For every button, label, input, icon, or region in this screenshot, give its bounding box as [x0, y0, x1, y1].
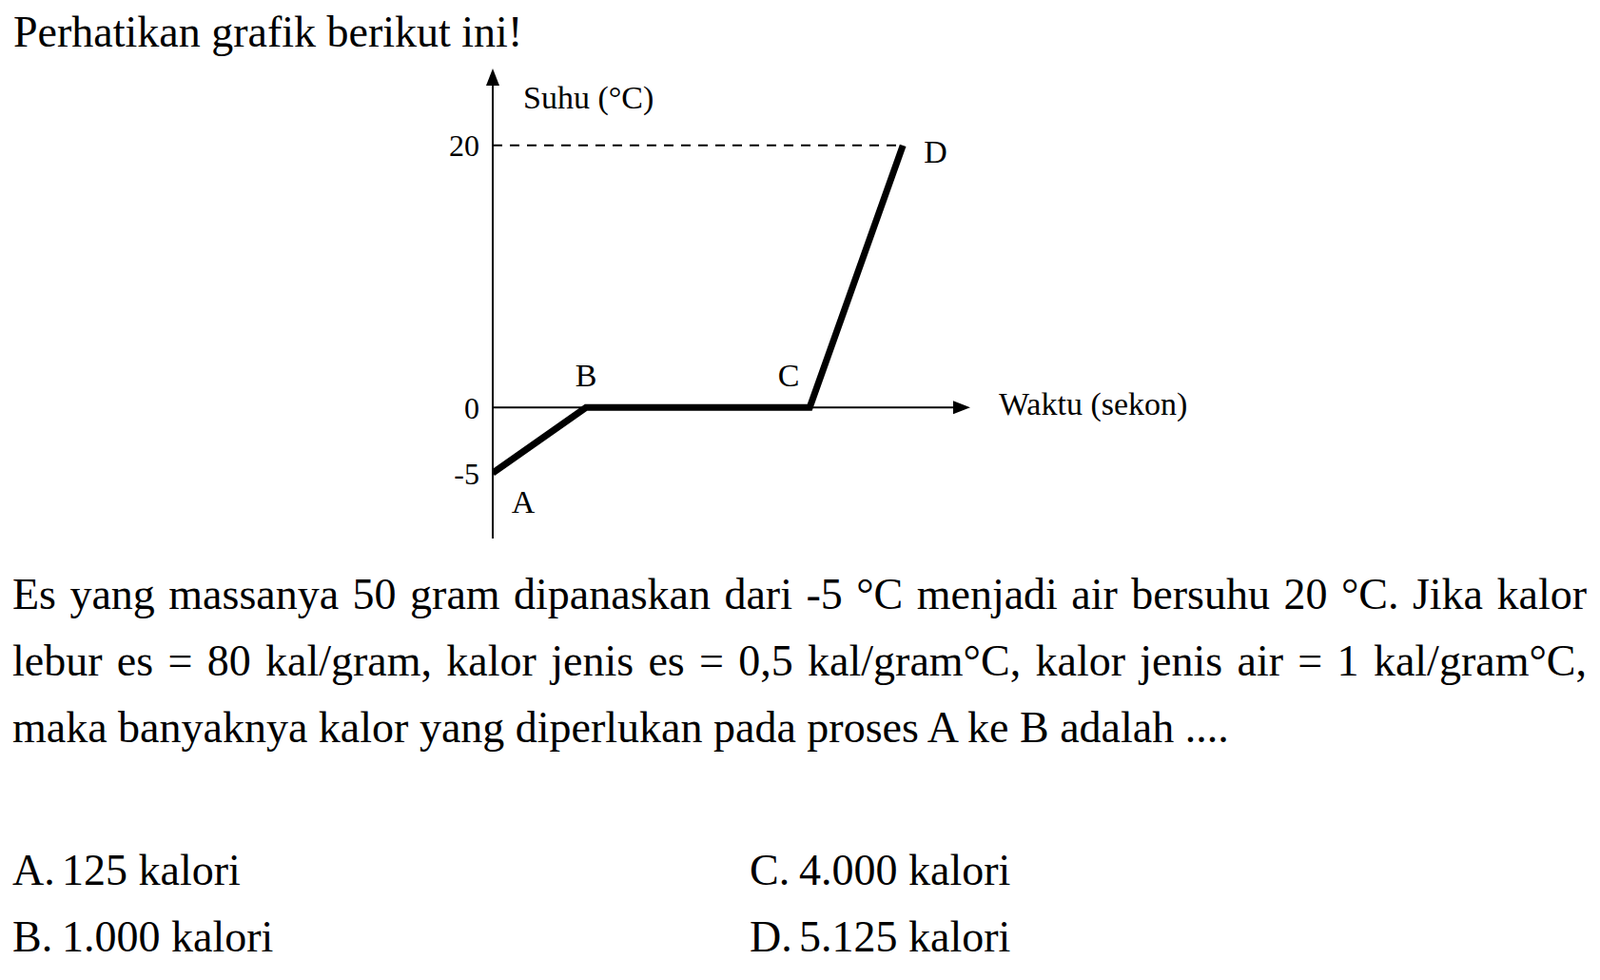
html-text:B. 1.000 kalori: B. 1.000 kalori — [12, 912, 274, 961]
svg-text:B: B — [575, 357, 598, 393]
html-text:D. 5.125 kalori: D. 5.125 kalori — [749, 912, 1011, 961]
svg-text:0: 0 — [464, 390, 480, 426]
svg-text:-5: -5 — [453, 456, 480, 491]
html-text:Es yang massanya 50 gram dipan: Es yang massanya 50 gram dipanaskan dari… — [12, 569, 1587, 752]
svg-text:A: A — [511, 484, 536, 520]
svg-text:Suhu (°C): Suhu (°C) — [523, 79, 654, 117]
svg-text:D: D — [923, 134, 948, 170]
svg-text:Waktu (sekon): Waktu (sekon) — [998, 386, 1188, 423]
svg-text:20: 20 — [448, 128, 480, 163]
html-text:C. 4.000 kalori: C. 4.000 kalori — [749, 845, 1011, 895]
html-text:A. 125 kalori: A. 125 kalori — [12, 845, 241, 895]
svg-text:C: C — [778, 357, 800, 393]
html-text:Perhatikan grafik berikut ini!: Perhatikan grafik berikut ini! — [13, 7, 523, 57]
